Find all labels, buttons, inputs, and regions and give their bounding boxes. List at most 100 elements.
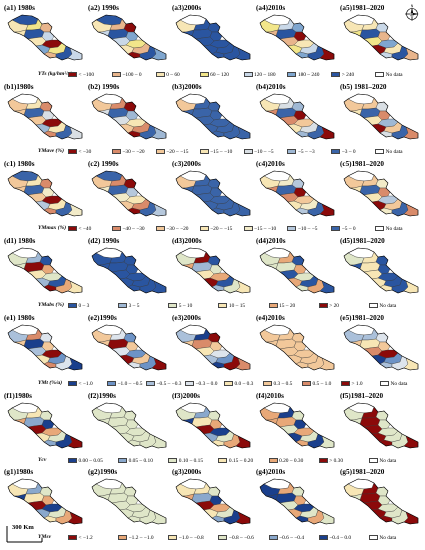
map-outline bbox=[343, 170, 419, 217]
panel-label: (c1) 1980s bbox=[4, 160, 35, 168]
legend-item: −5 – 0 bbox=[331, 224, 356, 233]
legend-item: −5 – −3 bbox=[287, 147, 315, 156]
map-panel-e5: (e5)1981–2020 bbox=[338, 314, 422, 372]
panel-label: (e1) 1980s bbox=[4, 314, 35, 322]
legend-swatch bbox=[68, 381, 77, 386]
legend-label: > 240 bbox=[341, 71, 355, 78]
panel-label: (b1)1980s bbox=[4, 83, 34, 91]
map-outline bbox=[259, 247, 335, 294]
map-outline bbox=[343, 402, 419, 449]
legend-label: −15 – −10 bbox=[210, 148, 233, 155]
legend-title: YMave (%) bbox=[38, 148, 64, 154]
region-map bbox=[91, 247, 167, 294]
map-panel-f1: (f1)1980s bbox=[2, 392, 86, 450]
map-panel-d2: (d2) 1990s bbox=[86, 237, 170, 295]
legend-label: > 1.0 bbox=[351, 380, 363, 387]
legend-label: −0.5 – −0.3 bbox=[156, 380, 182, 387]
legend-label: −1.2 – −1.0 bbox=[128, 534, 154, 541]
legend-label: < −100 bbox=[78, 71, 95, 78]
legend-label: 0 – 3 bbox=[78, 302, 90, 309]
region-map bbox=[259, 402, 335, 449]
legend-item: 5 – 10 bbox=[168, 301, 192, 310]
region-map bbox=[7, 93, 83, 140]
legend-label: No data bbox=[379, 457, 397, 464]
legend-item: 0.5 – 1.0 bbox=[302, 379, 331, 388]
legend-label: > 0.30 bbox=[329, 457, 344, 464]
map-panel-f2: (f2)1990s bbox=[86, 392, 170, 450]
legend-label: −20 – −15 bbox=[166, 148, 189, 155]
legend-swatch bbox=[111, 72, 121, 77]
legend-item: < −1.0 bbox=[68, 379, 93, 388]
legend-item: 10 – 15 bbox=[218, 301, 245, 310]
region-map bbox=[91, 170, 167, 217]
panel-label: (e3)2000s bbox=[172, 314, 201, 322]
legend-title: YMabs (%) bbox=[38, 302, 64, 308]
map-outline bbox=[91, 170, 167, 217]
map-outline bbox=[175, 14, 251, 61]
map-panel-f5: (f5)1981–2020 bbox=[338, 392, 422, 450]
legend-item: No data bbox=[368, 301, 396, 310]
legend-label: 5 – 10 bbox=[178, 302, 193, 309]
region-map bbox=[91, 14, 167, 61]
region-map bbox=[343, 478, 419, 525]
legend-label: 0.5 – 1.0 bbox=[312, 380, 332, 387]
legend-label: 3 – 5 bbox=[128, 302, 140, 309]
region-map bbox=[91, 478, 167, 525]
legend-item: −100 – 0 bbox=[111, 70, 142, 79]
map-panel-a4: (a4)2010s bbox=[254, 4, 338, 62]
legend-swatch bbox=[155, 226, 165, 231]
map-outline bbox=[343, 93, 419, 140]
map-outline bbox=[175, 478, 251, 525]
legend-item: −0.6 – −0.4 bbox=[268, 533, 304, 542]
region-map bbox=[343, 324, 419, 371]
map-outline bbox=[91, 14, 167, 61]
region-map bbox=[259, 247, 335, 294]
legend-swatch bbox=[218, 535, 228, 540]
legend-swatch bbox=[331, 149, 341, 154]
legend-label: 0.10 – 0.15 bbox=[178, 457, 204, 464]
legend-swatch bbox=[68, 303, 77, 308]
legend-item: 0.05 – 0.10 bbox=[118, 456, 153, 465]
legend-swatch bbox=[375, 149, 385, 154]
panel-label: (d5)1981–2020 bbox=[340, 237, 385, 245]
map-outline bbox=[175, 402, 251, 449]
legend-label: −100 – 0 bbox=[122, 71, 142, 78]
legend-f: Ycv 0.00 – 0.05 0.05 – 0.10 0.10 – 0.15 0.15… bbox=[0, 456, 425, 466]
map-outline bbox=[259, 324, 335, 371]
map-outline bbox=[7, 324, 83, 371]
legend-swatch bbox=[331, 72, 341, 77]
legend-item: −20 – −15 bbox=[199, 224, 232, 233]
panel-label: (e2)1990s bbox=[88, 314, 117, 322]
legend-swatch bbox=[168, 303, 178, 308]
map-panel-c4: (c4)2010s bbox=[254, 160, 338, 218]
legend-item: −10 – −5 bbox=[287, 224, 317, 233]
map-panel-d4: (d4)2010s bbox=[254, 237, 338, 295]
legend-label: −0.4 – 0.0 bbox=[329, 534, 352, 541]
legend-swatch bbox=[331, 226, 341, 231]
region-map bbox=[259, 14, 335, 61]
legend-item: −0.4 – 0.0 bbox=[318, 533, 352, 542]
map-panel-a5: (a5)1981–2020 bbox=[338, 4, 422, 62]
legend-item: 0.15 – 0.20 bbox=[218, 456, 253, 465]
legend-item: −0.3 – 0.0 bbox=[185, 379, 217, 388]
panel-label: (g4)2010s bbox=[256, 468, 286, 476]
legend-label: −30 – −20 bbox=[122, 148, 145, 155]
legend-label: 0.0 – 0.3 bbox=[234, 380, 254, 387]
north-arrow-icon: N bbox=[404, 4, 419, 22]
legend-c: YMmax (%) < −40 −40 – −30 −30 – −20 −20 – −1… bbox=[0, 224, 425, 234]
map-panel-c2: (c2) 1990s bbox=[86, 160, 170, 218]
legend-swatch bbox=[118, 535, 128, 540]
panel-label: (b5) 1981–2020 bbox=[340, 83, 387, 91]
legend-label: −40 – −30 bbox=[122, 225, 145, 232]
panel-label: (f2)1990s bbox=[88, 392, 116, 400]
legend-item: −30 – −20 bbox=[111, 147, 145, 156]
panel-label: (d4)2010s bbox=[256, 237, 286, 245]
legend-swatch bbox=[224, 381, 233, 386]
legend-label: −1.0 – −0.5 bbox=[117, 380, 143, 387]
panel-label: (d1) 1980s bbox=[4, 237, 36, 245]
region-map bbox=[343, 247, 419, 294]
map-panel-b2: (b2) 1990s bbox=[86, 83, 170, 141]
map-outline bbox=[175, 93, 251, 140]
legend-swatch bbox=[68, 535, 77, 540]
legend-d: YMabs (%) 0 – 3 3 – 5 5 – 10 10 – 15 15 – 20 >… bbox=[0, 301, 425, 311]
